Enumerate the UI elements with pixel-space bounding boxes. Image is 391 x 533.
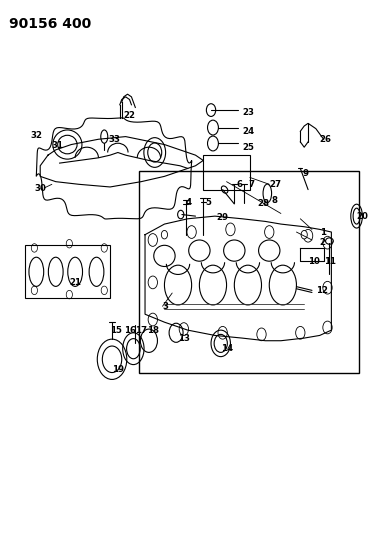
Text: 32: 32	[30, 131, 43, 140]
Text: 13: 13	[178, 334, 190, 343]
Text: 10: 10	[308, 257, 320, 265]
Text: 21: 21	[69, 278, 81, 287]
Text: 15: 15	[110, 326, 122, 335]
Text: 8: 8	[271, 196, 277, 205]
Bar	[139, 171, 359, 373]
Bar	[203, 155, 250, 190]
Text: 27: 27	[269, 180, 282, 189]
Text: 31: 31	[52, 141, 64, 150]
Text: 12: 12	[316, 286, 328, 295]
Text: 14: 14	[221, 344, 233, 353]
Text: 1: 1	[320, 228, 326, 237]
Text: 2: 2	[320, 238, 326, 247]
Text: 25: 25	[242, 143, 254, 152]
Text: 30: 30	[34, 183, 46, 192]
Text: 17: 17	[135, 326, 147, 335]
Text: 33: 33	[108, 135, 120, 144]
Text: 6: 6	[236, 180, 242, 189]
Circle shape	[301, 230, 307, 239]
Bar	[25, 245, 110, 298]
Text: 90156 400: 90156 400	[9, 17, 91, 31]
Text: 3: 3	[163, 302, 169, 311]
Text: 20: 20	[357, 212, 368, 221]
Text: 24: 24	[242, 127, 254, 136]
Text: 29: 29	[217, 213, 229, 222]
Text: 28: 28	[258, 199, 270, 208]
Text: 5: 5	[205, 198, 211, 207]
Text: 18: 18	[147, 326, 159, 335]
Text: 16: 16	[124, 326, 136, 335]
Text: 19: 19	[112, 366, 124, 374]
Text: 4: 4	[186, 198, 192, 207]
Circle shape	[161, 230, 168, 239]
Text: 26: 26	[320, 135, 332, 144]
Text: 9: 9	[302, 169, 308, 178]
Text: 22: 22	[124, 111, 136, 120]
Text: 11: 11	[324, 257, 335, 265]
Text: 23: 23	[242, 108, 254, 117]
Text: 7: 7	[248, 180, 254, 189]
